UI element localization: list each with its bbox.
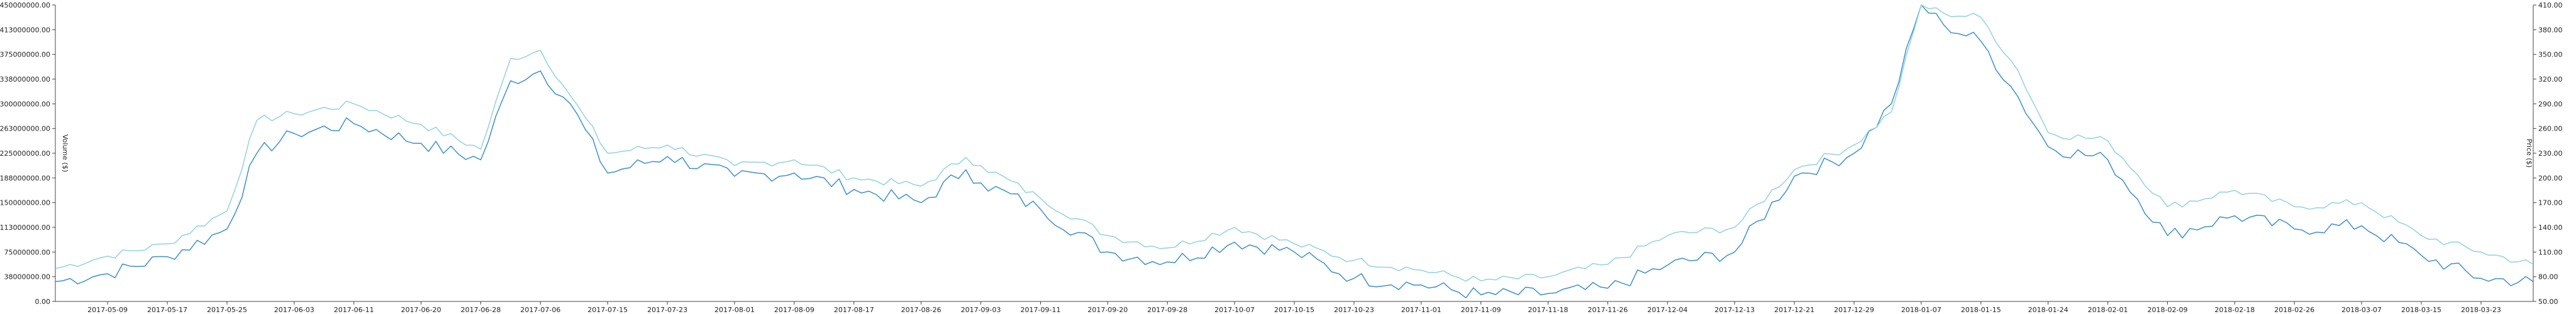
- y-right-tick-label: 320.00: [2538, 75, 2563, 84]
- x-tick-label: 2017-12-04: [1647, 306, 1687, 314]
- x-tick-label: 2017-08-26: [901, 306, 941, 314]
- y-left-tick-label: 338000000.00: [0, 75, 50, 84]
- x-tick-label: 2018-02-26: [2274, 306, 2314, 314]
- y-right-tick-label: 290.00: [2538, 100, 2563, 108]
- x-tick-label: 2018-03-07: [2341, 306, 2382, 314]
- y-right-tick-label: 380.00: [2538, 26, 2563, 34]
- x-tick-label: 2017-12-13: [1714, 306, 1755, 314]
- x-tick-label: 2017-11-18: [1528, 306, 1568, 314]
- x-tick-label: 2018-02-01: [2088, 306, 2128, 314]
- x-tick-label: 2017-06-28: [460, 306, 501, 314]
- y-right-tick-label: 140.00: [2538, 224, 2563, 232]
- y-axis-right-ticks: 50.00 80.00 110.00 140.00 170.00 200.00 230.00…: [2533, 1, 2563, 306]
- x-tick-label: 2018-02-09: [2148, 306, 2188, 314]
- y-right-tick-label: 50.00: [2538, 298, 2558, 306]
- y-axis-left-ticks: 0.00 38000000.00 75000000.00 113000000.00 15…: [0, 1, 55, 306]
- y-left-tick-label: 300000000.00: [0, 100, 50, 108]
- x-tick-label: 2017-08-09: [774, 306, 814, 314]
- x-tick-label: 2017-12-29: [1834, 306, 1874, 314]
- x-tick-label: 2017-07-06: [520, 306, 560, 314]
- y-right-tick-label: 260.00: [2538, 125, 2563, 133]
- x-tick-label: 2017-07-23: [647, 306, 687, 314]
- x-tick-label: 2017-10-07: [1214, 306, 1255, 314]
- x-tick-label: 2017-07-15: [587, 306, 628, 314]
- y-left-tick-label: 413000000.00: [0, 26, 50, 34]
- y-right-tick-label: 170.00: [2538, 199, 2563, 207]
- x-tick-label: 2017-06-20: [401, 306, 441, 314]
- y-right-tick-label: 110.00: [2538, 248, 2563, 256]
- y-left-tick-label: 0.00: [35, 298, 51, 306]
- x-tick-label: 2017-11-26: [1587, 306, 1628, 314]
- x-tick-label: 2017-06-03: [274, 306, 314, 314]
- x-tick-label: 2017-09-28: [1147, 306, 1187, 314]
- volume-series-line: [55, 4, 2534, 299]
- x-tick-label: 2018-01-07: [1901, 306, 1941, 314]
- x-tick-label: 2018-01-24: [2028, 306, 2068, 314]
- y-right-tick-label: 350.00: [2538, 51, 2563, 59]
- y-left-tick-label: 188000000.00: [0, 174, 50, 182]
- y-axis-right-title: Price ($): [2525, 139, 2533, 168]
- y-left-tick-label: 450000000.00: [0, 1, 50, 9]
- series-layer: [55, 4, 2534, 299]
- y-left-tick-label: 75000000.00: [4, 248, 50, 256]
- x-tick-label: 2018-02-18: [2214, 306, 2255, 314]
- axes-layer: [55, 5, 2534, 302]
- y-axis-left-title: Volume ($): [61, 134, 69, 172]
- y-right-tick-label: 410.00: [2538, 1, 2563, 9]
- y-left-tick-label: 225000000.00: [0, 149, 50, 158]
- x-tick-label: 2017-11-09: [1461, 306, 1501, 314]
- x-tick-label: 2017-11-01: [1401, 306, 1441, 314]
- x-axis-ticks: 2017-05-09 2017-05-17 2017-05-25 2017-06-03…: [87, 301, 2501, 314]
- x-tick-label: 2017-08-17: [834, 306, 874, 314]
- x-tick-label: 2018-03-23: [2461, 306, 2501, 314]
- x-tick-label: 2017-09-03: [961, 306, 1001, 314]
- x-tick-label: 2017-05-25: [207, 306, 247, 314]
- x-tick-label: 2017-05-17: [147, 306, 187, 314]
- price-series-line: [55, 4, 2534, 282]
- x-tick-label: 2017-08-01: [714, 306, 755, 314]
- x-tick-label: 2017-09-20: [1087, 306, 1128, 314]
- y-left-tick-label: 113000000.00: [0, 224, 50, 232]
- y-right-tick-label: 80.00: [2538, 273, 2558, 281]
- y-left-tick-label: 38000000.00: [4, 273, 50, 281]
- y-right-tick-label: 230.00: [2538, 149, 2563, 158]
- x-tick-label: 2017-10-15: [1274, 306, 1314, 314]
- x-tick-label: 2018-03-15: [2401, 306, 2441, 314]
- x-tick-label: 2017-05-09: [87, 306, 128, 314]
- y-left-tick-label: 263000000.00: [0, 125, 50, 133]
- y-left-tick-label: 375000000.00: [0, 51, 50, 59]
- x-tick-label: 2017-06-11: [334, 306, 374, 314]
- y-left-tick-label: 150000000.00: [0, 199, 50, 207]
- x-tick-label: 2017-09-11: [1021, 306, 1061, 314]
- x-tick-label: 2018-01-15: [1961, 306, 2001, 314]
- x-tick-label: 2017-10-23: [1334, 306, 1374, 314]
- y-right-tick-label: 200.00: [2538, 174, 2563, 182]
- x-tick-label: 2017-12-21: [1774, 306, 1814, 314]
